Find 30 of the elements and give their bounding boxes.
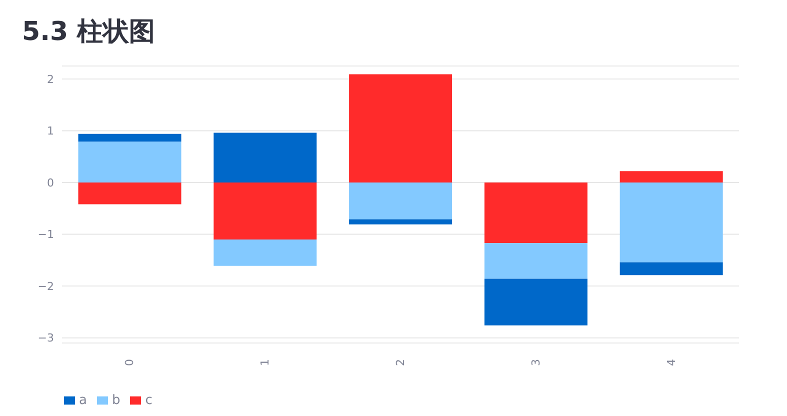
bar: [484, 182, 588, 244]
x-tick-label: 2: [394, 359, 407, 366]
x-tick-label: 0: [123, 359, 136, 366]
bar: [484, 278, 588, 326]
y-tick-label: −1: [38, 228, 54, 242]
y-tick-label: 0: [47, 176, 54, 190]
bar: [349, 219, 452, 224]
y-tick-label: −2: [38, 280, 54, 293]
bar: [78, 134, 182, 142]
bar: [214, 132, 317, 182]
y-tick-label: 2: [47, 72, 54, 86]
x-tick-label: 3: [529, 359, 542, 366]
y-tick-label: 1: [47, 124, 54, 138]
bar: [620, 182, 723, 262]
bar: [620, 171, 723, 182]
legend-label: b: [112, 393, 120, 408]
x-tick-label: 4: [664, 359, 678, 366]
bar: [78, 142, 182, 182]
bar: [78, 182, 182, 204]
legend-label: a: [79, 393, 87, 408]
chart-title: 5.3 柱状图: [21, 16, 156, 49]
legend-label: c: [145, 393, 152, 408]
bar: [620, 262, 723, 276]
bar: [214, 182, 317, 240]
x-tick-label: 1: [258, 359, 272, 366]
y-tick-label: −3: [38, 332, 54, 345]
bar: [349, 74, 452, 182]
bar: [484, 243, 588, 279]
bar: [214, 239, 317, 266]
bar: [349, 182, 452, 220]
